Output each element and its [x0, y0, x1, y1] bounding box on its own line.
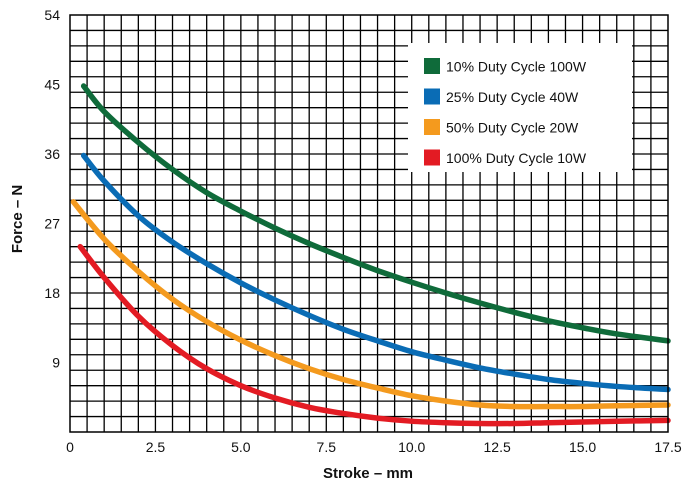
series-line-2 — [80, 152, 671, 393]
legend-label-2: 25% Duty Cycle 40W — [446, 89, 579, 105]
x-tick-label: 17.5 — [654, 439, 681, 455]
x-tick-label: 15.0 — [569, 439, 596, 455]
legend-swatch-1 — [424, 58, 440, 74]
legend-swatch-3 — [424, 119, 440, 135]
x-tick-label: 7.5 — [317, 439, 337, 455]
y-tick-label: 9 — [52, 355, 60, 371]
x-tick-label: 5.0 — [231, 439, 251, 455]
plot-frame — [69, 14, 669, 433]
x-tick-label: 12.5 — [484, 439, 511, 455]
y-tick-label: 18 — [44, 285, 60, 301]
series-line-3 — [70, 199, 671, 410]
series-line-1 — [80, 83, 671, 344]
series-line-4 — [77, 243, 671, 427]
x-tick-label: 0 — [66, 439, 74, 455]
y-tick-label: 36 — [44, 146, 60, 162]
legend-label-4: 100% Duty Cycle 10W — [446, 150, 587, 166]
legend-label-3: 50% Duty Cycle 20W — [446, 120, 579, 136]
legend-swatch-2 — [424, 88, 440, 105]
y-tick-label: 54 — [44, 7, 60, 23]
legend: 10% Duty Cycle 100W 25% Duty Cycle 40W 50%… — [408, 43, 632, 172]
legend-swatch-4 — [424, 149, 440, 166]
x-axis-title: Stroke – mm — [323, 465, 413, 482]
y-tick-labels: 9 18 27 36 45 54 — [44, 7, 60, 371]
x-tick-labels: 0 2.5 5.0 7.5 10.0 12.5 15.0 17.5 — [66, 439, 682, 455]
series-lines — [70, 83, 671, 427]
x-tick-label: 2.5 — [146, 439, 166, 455]
legend-label-1: 10% Duty Cycle 100W — [446, 59, 587, 75]
y-axis-title: Force – N — [9, 185, 26, 253]
y-tick-label: 45 — [44, 77, 60, 93]
y-tick-label: 27 — [44, 216, 60, 232]
legend-box — [408, 43, 632, 172]
x-tick-label: 10.0 — [398, 439, 425, 455]
